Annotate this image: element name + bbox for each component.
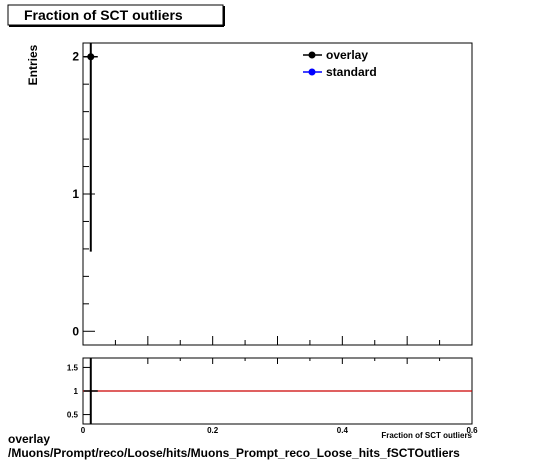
plot-canvas: Fraction of SCT outliers Entries 0 1 2 ove… xyxy=(7,4,478,440)
x-axis-label: Fraction of SCT outliers xyxy=(381,431,472,440)
legend-marker-standard xyxy=(308,68,316,76)
ratio-y-tick-label-1: 1 xyxy=(74,387,79,396)
ratio-marks xyxy=(83,358,472,424)
legend-item-standard: standard xyxy=(303,65,377,79)
x-tick-label-3: 0.6 xyxy=(466,426,478,435)
main-marks xyxy=(83,43,98,252)
ratio-y-tick-label-0: 0.5 xyxy=(67,411,79,420)
x-tick-label-1: 0.2 xyxy=(207,426,219,435)
y-tick-label-1: 1 xyxy=(72,187,79,201)
legend-label-standard: standard xyxy=(326,65,377,79)
y-axis-label: Entries xyxy=(26,44,40,85)
point-overlay-0 xyxy=(87,53,95,61)
chart-title: Fraction of SCT outliers xyxy=(24,7,183,23)
ratio-y-tick-label-2: 1.5 xyxy=(67,363,79,372)
x-tick-label-2: 0.4 xyxy=(337,426,349,435)
caption-line-2: /Muons/Prompt/reco/Loose/hits/Muons_Prom… xyxy=(8,446,460,460)
y-tick-label-0: 0 xyxy=(72,324,79,338)
legend-label-overlay: overlay xyxy=(326,48,368,62)
legend-marker-overlay xyxy=(308,51,316,59)
main-axes: 0 1 2 xyxy=(72,50,473,345)
main-plot-frame xyxy=(82,42,473,346)
y-tick-label-2: 2 xyxy=(72,50,79,64)
title-box: Fraction of SCT outliers xyxy=(7,4,225,27)
legend: overlay standard xyxy=(303,48,377,79)
x-tick-label-0: 0 xyxy=(81,426,86,435)
legend-item-overlay: overlay xyxy=(303,48,368,62)
ratio-axes: 0.5 1 1.5 0 0.2 0.4 0.6 xyxy=(67,358,478,435)
caption-line-1: overlay xyxy=(8,432,51,446)
